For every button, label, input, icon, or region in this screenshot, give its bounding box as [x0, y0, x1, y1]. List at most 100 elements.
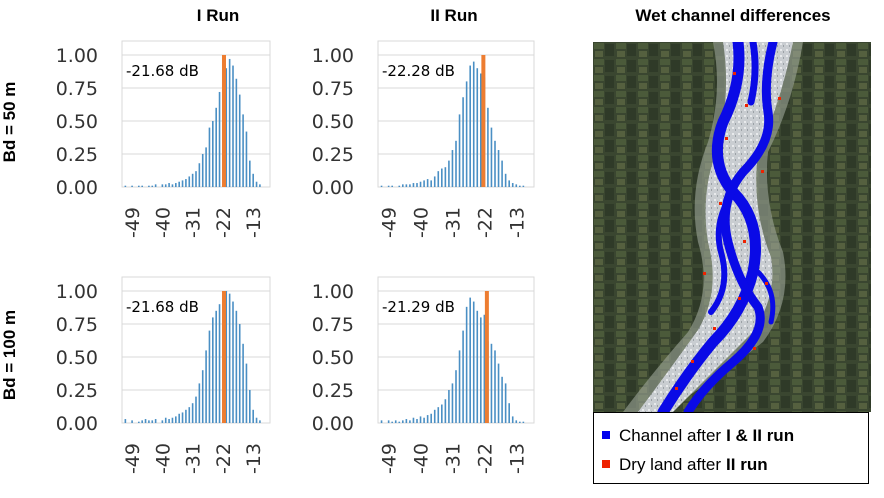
bar-ii-run-bd100	[508, 403, 510, 423]
bar-i-run-bd100	[144, 419, 147, 423]
bar-ii-run-bd100	[423, 417, 425, 423]
threshold-annotation-i-run-bd100: -21.68 dB	[126, 298, 199, 316]
x-tick-label-i-run-bd100: -13	[243, 443, 265, 474]
bar-ii-run-bd50	[391, 185, 393, 187]
bar-ii-run-bd100	[501, 376, 503, 423]
bar-ii-run-bd100	[494, 350, 496, 423]
bar-i-run-bd50	[215, 107, 217, 187]
bar-ii-run-bd50	[490, 127, 493, 187]
column-title-ii-run: II Run	[430, 6, 478, 25]
x-tick-label-i-run-bd100: -22	[213, 443, 235, 474]
bar-ii-run-bd50	[519, 185, 521, 187]
bar-i-run-bd100	[245, 363, 248, 423]
bar-i-run-bd100	[164, 417, 167, 423]
bar-ii-run-bd100	[444, 399, 447, 423]
bar-ii-run-bd100	[437, 407, 440, 423]
bar-ii-run-bd100	[519, 421, 521, 423]
bar-ii-run-bd50	[451, 150, 454, 187]
bar-ii-run-bd100	[398, 421, 401, 423]
bar-ii-run-bd50	[476, 68, 479, 187]
bar-ii-run-bd50	[515, 184, 518, 187]
bar-ii-run-bd100	[430, 413, 432, 423]
bar-i-run-bd100	[181, 412, 184, 423]
bar-i-run-bd50	[201, 154, 204, 187]
bar-ii-run-bd50	[465, 81, 468, 187]
bar-i-run-bd50	[195, 171, 197, 187]
bar-ii-run-bd50	[480, 73, 482, 187]
legend-dry-land-run: II run	[726, 455, 768, 474]
bar-ii-run-bd100	[483, 314, 486, 423]
bar-ii-run-bd50	[419, 181, 422, 187]
bar-i-run-bd100	[242, 343, 244, 423]
bar-i-run-bd100	[238, 324, 241, 423]
y-tick-label-ii-run-bd50: 0.75	[312, 78, 354, 100]
threshold-annotation-i-run-bd50: -21.68 dB	[126, 62, 199, 80]
bar-ii-run-bd50	[469, 65, 471, 187]
bar-ii-run-bd100	[497, 363, 500, 423]
y-tick-label-ii-run-bd50: 0.25	[312, 144, 354, 166]
threshold-annotation-ii-run-bd50: -22.28 dB	[382, 62, 455, 80]
bar-i-run-bd100	[218, 304, 221, 423]
bar-i-run-bd100	[201, 370, 204, 423]
threshold-line-ii-run-bd100	[484, 291, 489, 423]
x-tick-label-ii-run-bd100: -49	[379, 443, 401, 474]
bar-i-run-bd50	[191, 173, 194, 187]
bar-ii-run-bd100	[515, 420, 518, 423]
bar-ii-run-bd100	[472, 301, 475, 423]
bar-i-run-bd50	[228, 58, 231, 188]
y-tick-label-ii-run-bd100: 0.75	[312, 314, 354, 336]
bar-i-run-bd50	[138, 185, 140, 187]
x-tick-label-i-run-bd50: -40	[152, 207, 174, 238]
bar-ii-run-bd50	[380, 185, 383, 187]
bar-i-run-bd50	[238, 94, 241, 187]
bar-ii-run-bd100	[451, 383, 454, 423]
bar-i-run-bd100	[255, 417, 258, 423]
x-tick-label-i-run-bd100: -31	[183, 443, 205, 474]
bar-i-run-bd50	[242, 114, 244, 187]
y-tick-label-i-run-bd100: 0.75	[56, 314, 98, 336]
bar-ii-run-bd100	[469, 297, 471, 423]
bar-i-run-bd100	[141, 420, 143, 423]
bar-i-run-bd50	[259, 184, 261, 187]
bar-i-run-bd100	[168, 419, 170, 423]
bar-ii-run-bd50	[448, 160, 450, 187]
y-tick-label-ii-run-bd50: 1.00	[312, 45, 354, 67]
x-tick-label-ii-run-bd50: -40	[411, 207, 433, 238]
bar-ii-run-bd50	[387, 185, 390, 187]
y-tick-label-i-run-bd100: 0.00	[56, 413, 98, 435]
bar-ii-run-bd50	[409, 184, 411, 187]
y-tick-label-ii-run-bd100: 0.50	[312, 347, 354, 369]
bar-ii-run-bd50	[430, 180, 432, 187]
bar-i-run-bd100	[232, 301, 234, 423]
y-tick-label-i-run-bd100: 0.50	[56, 347, 98, 369]
bar-i-run-bd50	[154, 184, 157, 187]
bar-ii-run-bd50	[462, 97, 464, 187]
bar-ii-run-bd50	[455, 140, 457, 187]
legend-item-channel: Channel after I & II run	[602, 426, 794, 446]
x-tick-label-i-run-bd50: -49	[122, 207, 144, 238]
x-tick-label-ii-run-bd50: -49	[379, 207, 401, 238]
legend-channel-label: Channel after	[619, 426, 722, 445]
x-tick-label-i-run-bd100: -49	[122, 443, 144, 474]
bar-i-run-bd50	[235, 78, 238, 187]
bar-i-run-bd50	[249, 160, 251, 187]
x-tick-label-ii-run-bd100: -40	[411, 443, 433, 474]
bar-i-run-bd100	[208, 330, 211, 423]
column-title-i-run: I Run	[196, 6, 240, 25]
bar-ii-run-bd100	[441, 404, 443, 423]
bar-i-run-bd100	[151, 420, 154, 423]
y-tick-label-i-run-bd50: 0.00	[56, 177, 98, 199]
y-tick-label-ii-run-bd100: 1.00	[312, 281, 354, 303]
bar-i-run-bd50	[188, 176, 191, 187]
x-tick-label-ii-run-bd50: -13	[506, 207, 528, 238]
bar-i-run-bd50	[175, 183, 177, 187]
bar-ii-run-bd100	[504, 383, 507, 423]
bar-i-run-bd100	[259, 420, 261, 423]
bar-i-run-bd100	[131, 420, 133, 423]
bar-i-run-bd100	[178, 413, 180, 423]
satellite-image	[593, 42, 871, 412]
bar-i-run-bd100	[198, 383, 201, 423]
bar-i-run-bd50	[161, 184, 164, 187]
y-tick-label-i-run-bd50: 0.75	[56, 78, 98, 100]
bar-ii-run-bd50	[511, 183, 514, 187]
